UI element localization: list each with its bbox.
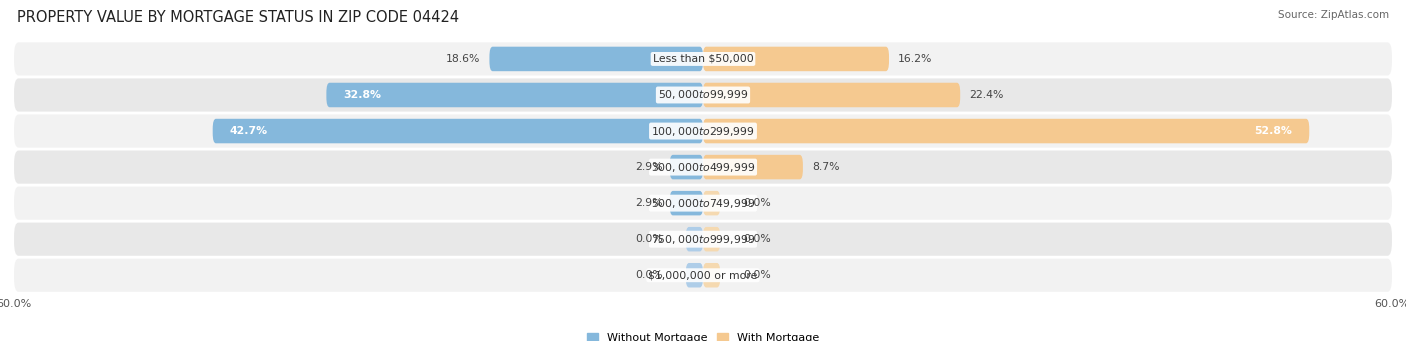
FancyBboxPatch shape [703,155,803,179]
Text: 18.6%: 18.6% [446,54,481,64]
FancyBboxPatch shape [703,119,1309,143]
FancyBboxPatch shape [326,83,703,107]
Legend: Without Mortgage, With Mortgage: Without Mortgage, With Mortgage [588,333,818,341]
Text: 16.2%: 16.2% [898,54,932,64]
Text: Less than $50,000: Less than $50,000 [652,54,754,64]
Text: 0.0%: 0.0% [744,270,770,280]
Text: 2.9%: 2.9% [636,162,662,172]
FancyBboxPatch shape [703,191,720,216]
FancyBboxPatch shape [686,227,703,251]
FancyBboxPatch shape [14,78,1392,112]
Text: 42.7%: 42.7% [231,126,269,136]
Text: 8.7%: 8.7% [813,162,839,172]
Text: 0.0%: 0.0% [636,270,662,280]
FancyBboxPatch shape [14,223,1392,256]
Text: 0.0%: 0.0% [636,234,662,244]
FancyBboxPatch shape [686,263,703,287]
Text: 2.9%: 2.9% [636,198,662,208]
FancyBboxPatch shape [703,47,889,71]
Text: Source: ZipAtlas.com: Source: ZipAtlas.com [1278,10,1389,20]
FancyBboxPatch shape [14,187,1392,220]
Text: $300,000 to $499,999: $300,000 to $499,999 [651,161,755,174]
Text: 0.0%: 0.0% [744,198,770,208]
Text: $50,000 to $99,999: $50,000 to $99,999 [658,89,748,102]
FancyBboxPatch shape [14,42,1392,75]
FancyBboxPatch shape [703,83,960,107]
Text: $1,000,000 or more: $1,000,000 or more [648,270,758,280]
FancyBboxPatch shape [212,119,703,143]
FancyBboxPatch shape [14,259,1392,292]
FancyBboxPatch shape [14,150,1392,184]
Text: 0.0%: 0.0% [744,234,770,244]
Text: $100,000 to $299,999: $100,000 to $299,999 [651,124,755,137]
FancyBboxPatch shape [703,263,720,287]
FancyBboxPatch shape [14,115,1392,148]
Text: 22.4%: 22.4% [969,90,1004,100]
FancyBboxPatch shape [669,191,703,216]
Text: $750,000 to $999,999: $750,000 to $999,999 [651,233,755,246]
FancyBboxPatch shape [489,47,703,71]
Text: 52.8%: 52.8% [1254,126,1292,136]
Text: $500,000 to $749,999: $500,000 to $749,999 [651,197,755,210]
FancyBboxPatch shape [669,155,703,179]
Text: PROPERTY VALUE BY MORTGAGE STATUS IN ZIP CODE 04424: PROPERTY VALUE BY MORTGAGE STATUS IN ZIP… [17,10,458,25]
Text: 32.8%: 32.8% [343,90,381,100]
FancyBboxPatch shape [703,227,720,251]
